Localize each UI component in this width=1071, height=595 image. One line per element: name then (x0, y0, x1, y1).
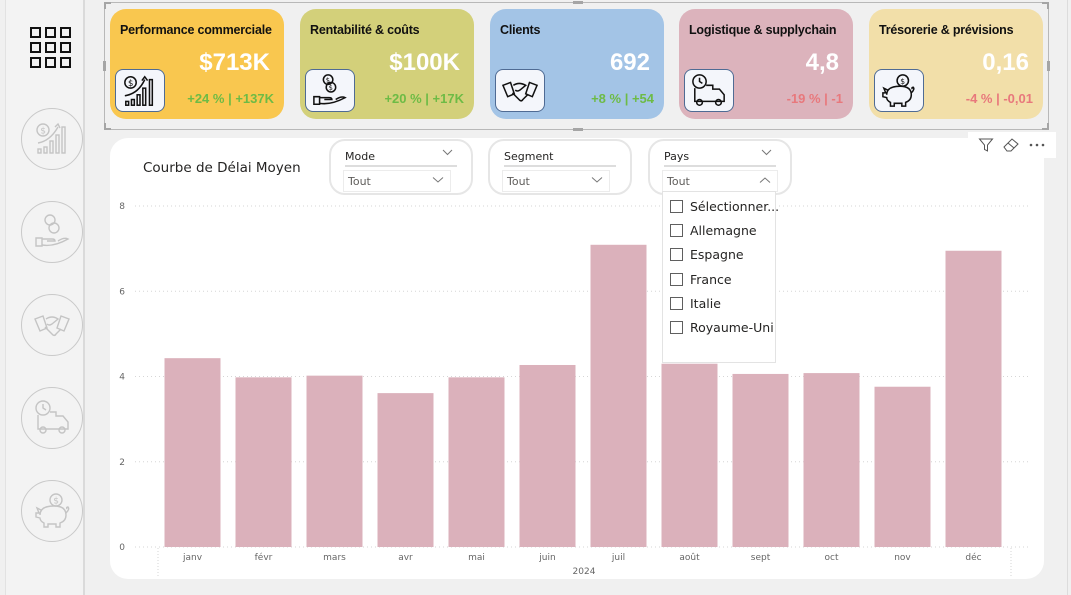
grid-icon[interactable] (30, 27, 72, 69)
slicer-dropdown-mode[interactable]: Tout (343, 170, 451, 192)
slicer-segment: Segment Tout (488, 139, 632, 195)
money-hand-icon (35, 214, 70, 247)
sidebar-item-tresorerie[interactable]: $ (21, 480, 83, 542)
sidebar-item-clients[interactable] (21, 294, 83, 356)
more-options-icon[interactable] (1028, 142, 1046, 148)
dropdown-option[interactable]: France (670, 269, 732, 289)
chevron-down-icon (591, 177, 603, 183)
chart-visual[interactable]: Courbe de Délai Moyen (110, 138, 1044, 579)
checkbox[interactable] (670, 199, 683, 213)
slicer-label: Mode (345, 150, 375, 163)
kpi-card-rentabilite[interactable]: Rentabilité & coûts $100K +20 % | +17K $… (300, 9, 474, 119)
sales-growth-icon: $ (115, 69, 165, 112)
kpi-title: Logistique & supplychain (689, 23, 837, 37)
slicer-value: Tout (507, 175, 530, 188)
dropdown-option[interactable]: Allemagne (670, 220, 757, 240)
option-label: France (690, 271, 732, 287)
sidebar-item-performance-commerciale[interactable]: $ (21, 108, 83, 170)
chevron-up-icon (759, 177, 771, 183)
money-hand-icon: $ $ (305, 69, 355, 112)
slicer-label: Pays (664, 150, 690, 163)
kpi-delta: +20 % | +17K (384, 91, 464, 106)
kpi-card-performance[interactable]: Performance commerciale $713K +24 % | +1… (110, 9, 284, 119)
delivery-truck-icon (684, 69, 734, 112)
kpi-title: Trésorerie & prévisions (879, 23, 1014, 37)
sidebar-item-rentabilite-couts[interactable] (21, 201, 83, 263)
handshake-icon (34, 315, 70, 337)
sidebar-item-logistique[interactable] (21, 387, 83, 449)
kpi-delta: +8 % | +54 (591, 91, 654, 106)
svg-text:$: $ (128, 78, 133, 88)
option-label: Royaume-Uni (690, 319, 774, 335)
option-label: Italie (690, 295, 721, 311)
dropdown-option[interactable]: Royaume-Uni (670, 317, 774, 337)
piggy-bank-icon: $ (35, 493, 70, 528)
checkbox[interactable] (670, 247, 683, 261)
dropdown-option[interactable]: Espagne (670, 244, 744, 264)
slicer-pays: Pays Tout (648, 139, 792, 195)
kpi-card-tresorerie[interactable]: Trésorerie & prévisions 0,16 -4 % | -0,0… (869, 9, 1043, 119)
chart-title: Courbe de Délai Moyen (143, 160, 301, 176)
slicer-dropdown-segment[interactable]: Tout (502, 170, 610, 192)
pays-dropdown-list: Sélectionner... Allemagne Espagne France… (662, 191, 779, 363)
sales-growth-icon: $ (36, 122, 66, 154)
checkbox[interactable] (670, 272, 683, 286)
svg-text:$: $ (329, 84, 333, 92)
dropdown-option-select-all[interactable]: Sélectionner... (670, 196, 779, 216)
delivery-truck-icon (35, 400, 69, 434)
piggy-bank-icon: $ (874, 69, 924, 112)
handshake-icon (495, 69, 545, 112)
option-label: Sélectionner... (690, 198, 780, 214)
option-label: Allemagne (690, 222, 757, 238)
kpi-card-clients[interactable]: Clients 692 +8 % | +54 (490, 9, 664, 119)
checkbox[interactable] (670, 296, 683, 310)
kpi-value: 0,16 (982, 49, 1029, 76)
svg-text:$: $ (40, 127, 46, 137)
kpi-value: 692 (609, 49, 650, 76)
sidebar-nav: $ $ (5, 0, 85, 595)
chevron-down-icon[interactable] (442, 149, 453, 156)
eraser-icon[interactable] (1002, 137, 1020, 153)
svg-text:$: $ (53, 497, 59, 507)
kpi-value: 4,8 (805, 49, 839, 76)
dropdown-option[interactable]: Italie (670, 293, 721, 313)
kpi-delta: -4 % | -0,01 (965, 91, 1033, 106)
svg-text:$: $ (326, 76, 330, 84)
svg-text:$: $ (900, 76, 905, 85)
filter-icon[interactable] (978, 137, 994, 153)
slicer-value: Tout (348, 175, 371, 188)
visual-header-toolbar (968, 132, 1056, 158)
kpi-group-selection[interactable] (103, 1, 1050, 131)
slicer-label: Segment (504, 150, 554, 163)
kpi-delta: +24 % | +137K (187, 91, 274, 106)
kpi-title: Clients (500, 23, 541, 37)
option-label: Espagne (690, 246, 744, 262)
kpi-title: Performance commerciale (120, 23, 272, 37)
slicer-mode: Mode Tout (329, 139, 473, 195)
slicer-dropdown-pays[interactable]: Tout (662, 170, 778, 192)
chevron-down-icon[interactable] (761, 149, 772, 156)
canvas-scroll-edge (1067, 0, 1068, 595)
chevron-down-icon (432, 177, 444, 183)
slicer-value: Tout (667, 175, 690, 188)
checkbox[interactable] (670, 223, 683, 237)
checkbox[interactable] (670, 320, 683, 334)
kpi-value: $100K (389, 49, 460, 76)
kpi-card-logistique[interactable]: Logistique & supplychain 4,8 -19 % | -1 (679, 9, 853, 119)
kpi-title: Rentabilité & coûts (310, 23, 420, 37)
kpi-value: $713K (199, 49, 270, 76)
kpi-delta: -19 % | -1 (786, 91, 843, 106)
